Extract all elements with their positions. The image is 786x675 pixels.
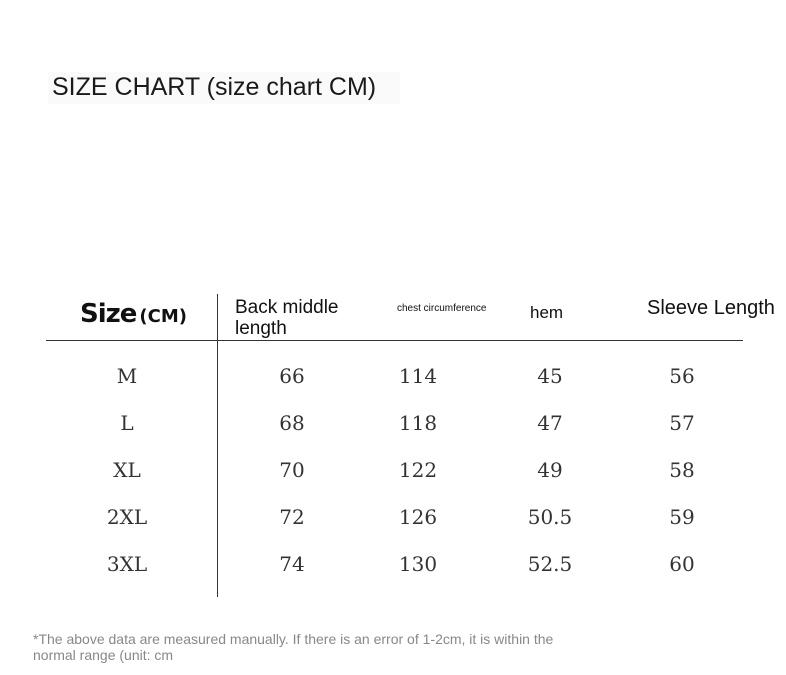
cell-chest-circumference: 126 xyxy=(398,505,438,529)
header-chest-circumference: chest circumference xyxy=(397,303,487,314)
header-size: Size (CM) xyxy=(80,299,187,329)
cell-back-middle-length: 74 xyxy=(279,552,305,576)
cell-back-middle-length: 72 xyxy=(279,505,305,529)
measurement-note: *The above data are measured manually. I… xyxy=(33,631,554,663)
cell-sleeve-length: 60 xyxy=(669,552,695,576)
cell-hem: 52.5 xyxy=(527,552,573,576)
cell-size: 2XL xyxy=(106,505,148,529)
cell-sleeve-length: 59 xyxy=(669,505,695,529)
cell-chest-circumference: 118 xyxy=(398,411,438,435)
header-hem: hem xyxy=(530,303,564,322)
header-size-unit: (CM) xyxy=(139,306,187,327)
header-back-middle-length: Back middle length xyxy=(235,297,339,339)
cell-hem: 49 xyxy=(537,458,563,482)
cell-size: L xyxy=(120,411,134,435)
cell-chest-circumference: 130 xyxy=(398,552,438,576)
cell-back-middle-length: 70 xyxy=(279,458,305,482)
cell-hem: 45 xyxy=(537,364,563,388)
cell-back-middle-length: 66 xyxy=(279,364,305,388)
header-divider xyxy=(46,340,743,341)
cell-chest-circumference: 114 xyxy=(398,364,438,388)
cell-size: 3XL xyxy=(106,552,148,576)
cell-size: XL xyxy=(113,458,141,482)
cell-size: M xyxy=(116,364,138,388)
page-title: SIZE CHART (size chart CM) xyxy=(48,72,400,104)
cell-hem: 50.5 xyxy=(527,505,573,529)
cell-sleeve-length: 56 xyxy=(669,364,695,388)
header-size-label: Size xyxy=(80,299,137,329)
column-divider xyxy=(217,294,218,597)
cell-chest-circumference: 122 xyxy=(398,458,438,482)
cell-back-middle-length: 68 xyxy=(279,411,305,435)
cell-sleeve-length: 57 xyxy=(669,411,695,435)
cell-hem: 47 xyxy=(537,411,563,435)
cell-sleeve-length: 58 xyxy=(669,458,695,482)
header-sleeve-length: Sleeve Length xyxy=(647,297,775,319)
